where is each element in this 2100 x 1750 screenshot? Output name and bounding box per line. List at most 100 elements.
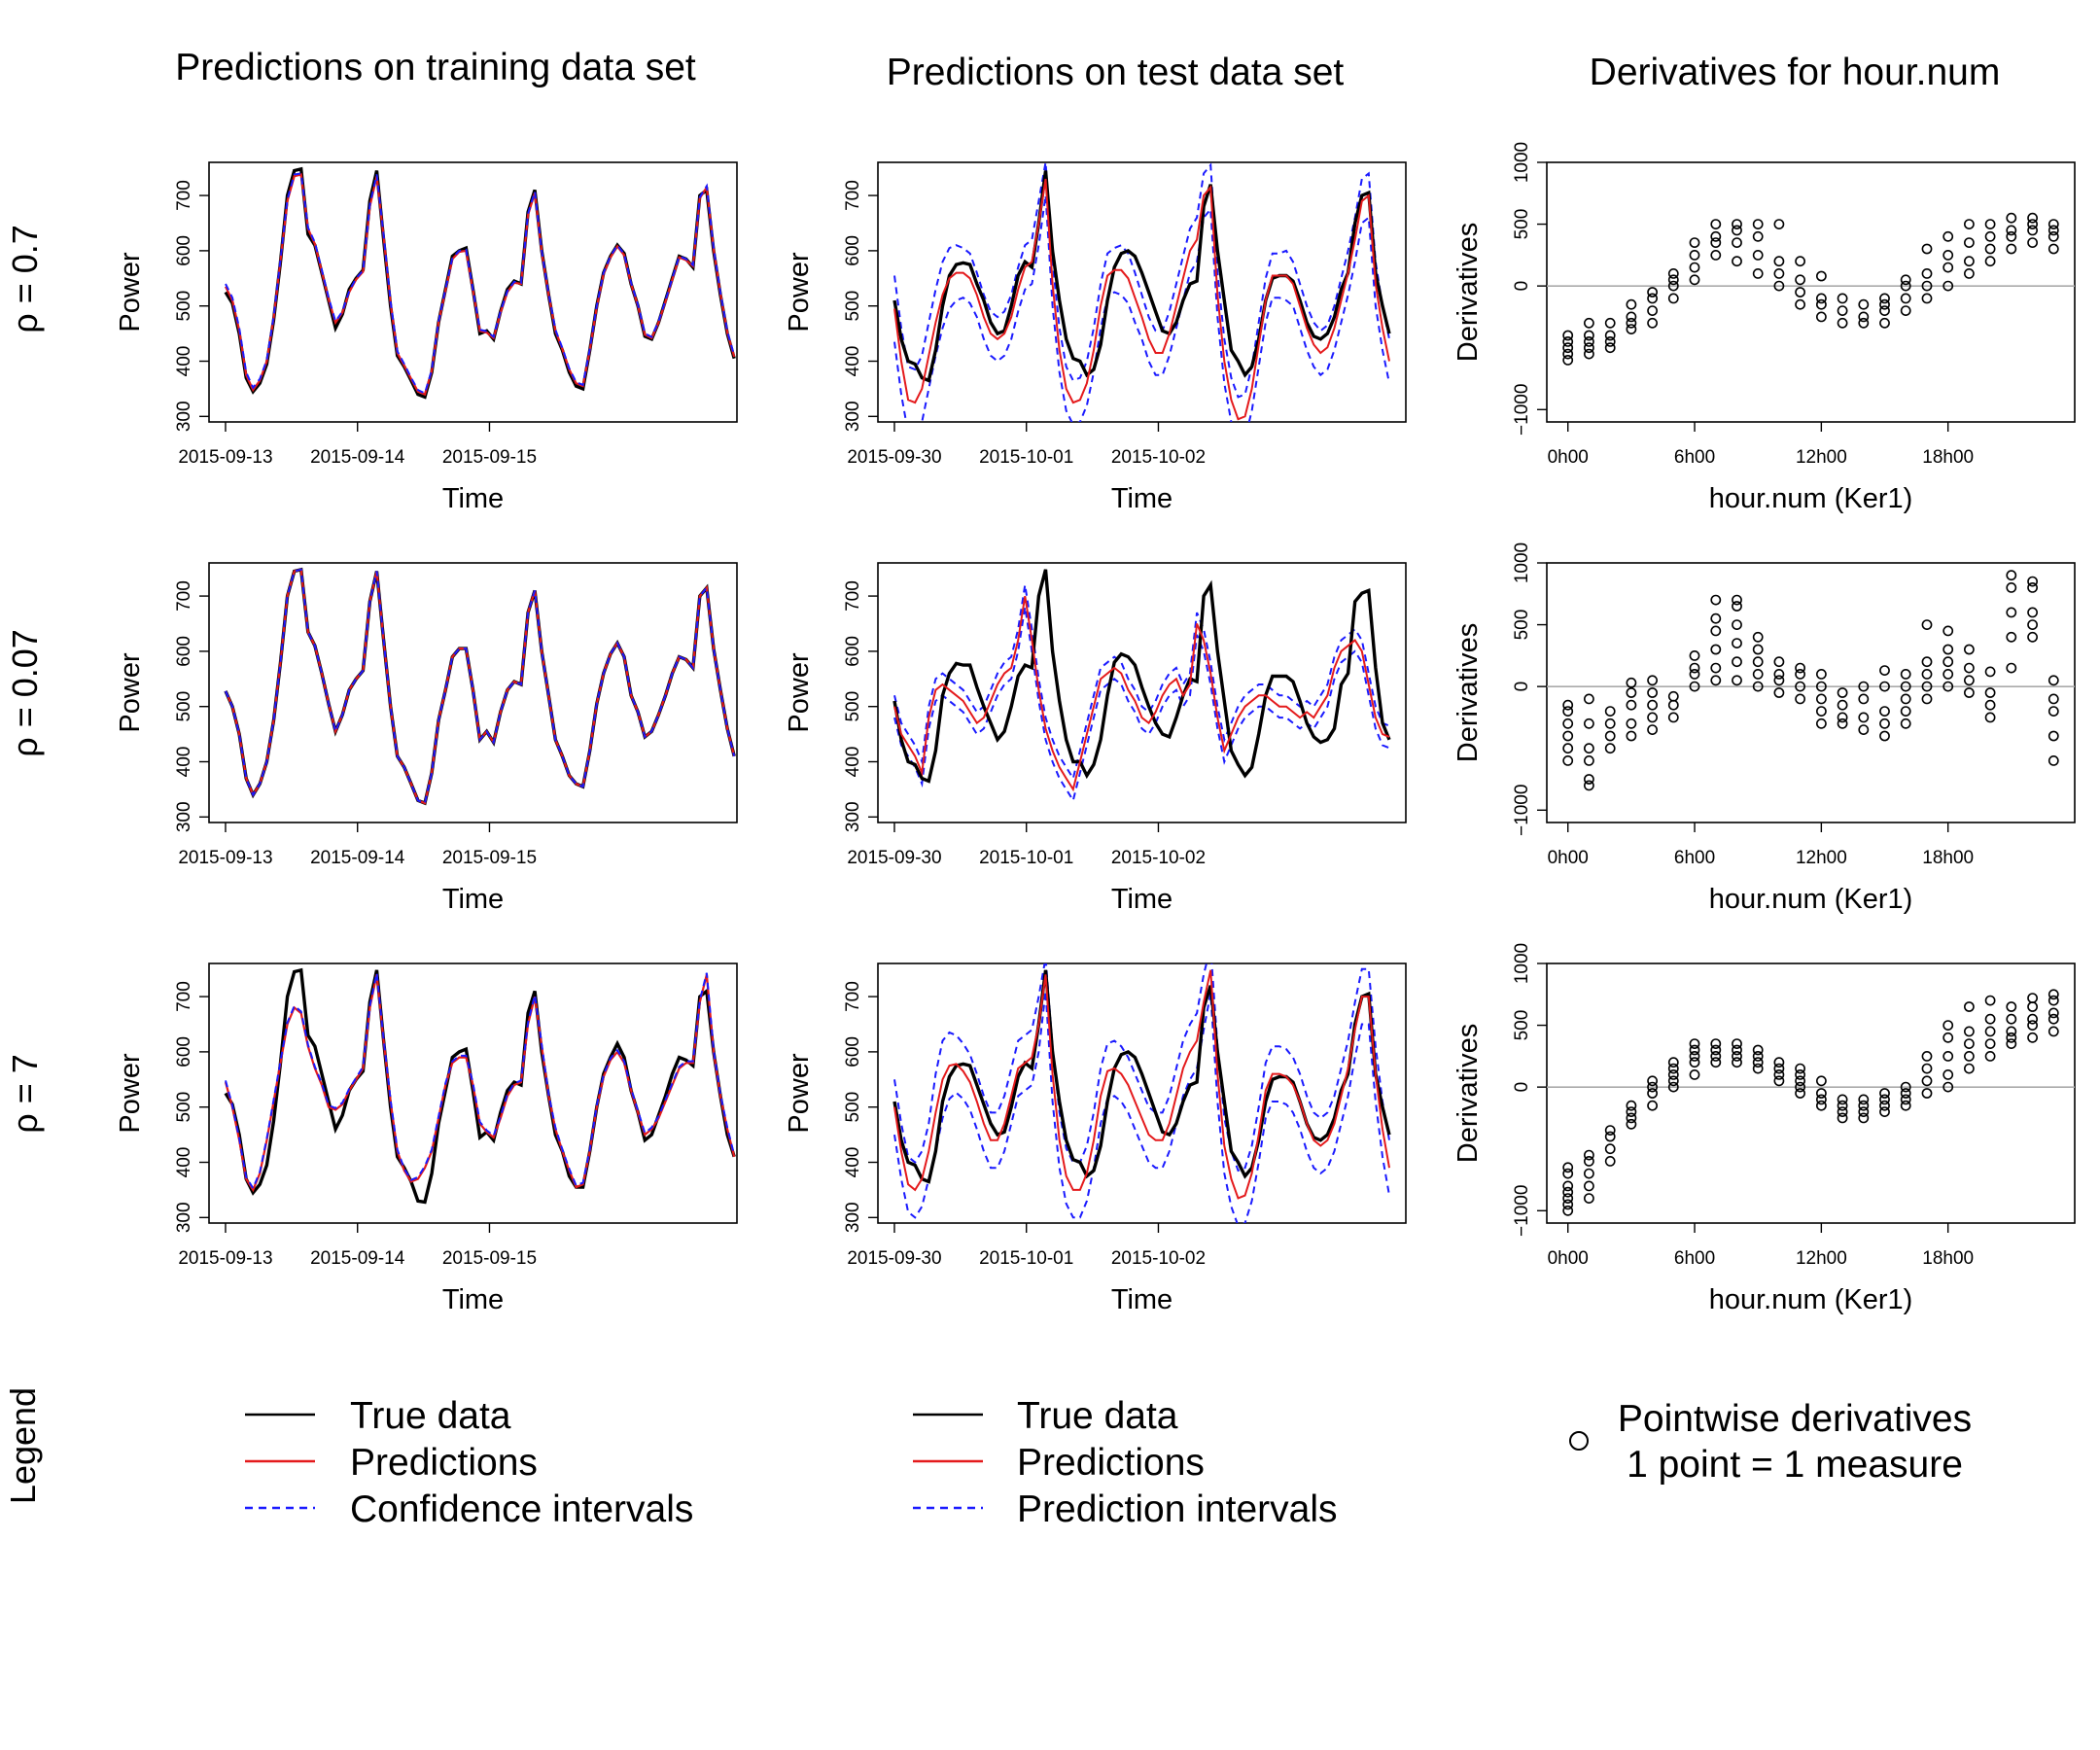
derivative-point xyxy=(1752,249,1764,261)
derivative-point xyxy=(2006,1032,2017,1043)
plot-area xyxy=(224,967,736,1205)
xaxis-label: Time xyxy=(1111,884,1172,915)
plot-area xyxy=(224,567,736,806)
ytick-label: 600 xyxy=(174,636,194,667)
derivative-point xyxy=(1626,677,1637,688)
derivative-point xyxy=(1879,305,1890,316)
derivative-point xyxy=(2006,570,2017,581)
series-interval-upper xyxy=(893,162,1390,399)
derivative-point xyxy=(1942,1032,1954,1043)
derivative-point xyxy=(1858,693,1870,705)
plot-frame xyxy=(208,562,738,823)
derivative-point xyxy=(1732,594,1742,606)
derivative-point xyxy=(1562,335,1574,347)
derivative-point xyxy=(1773,675,1785,686)
xtick-label: 2015-09-15 xyxy=(442,447,537,468)
series-predictions xyxy=(224,568,736,805)
derivative-point xyxy=(1964,1063,1975,1074)
derivative-point xyxy=(1710,230,1722,242)
legend-deriv-line2: 1 point = 1 measure xyxy=(1627,1444,1963,1486)
derivative-point xyxy=(1626,317,1637,329)
ytick-label: 500 xyxy=(174,691,194,722)
xtick-label: 2015-10-01 xyxy=(979,848,1073,868)
derivative-point xyxy=(1964,219,1975,229)
derivative-point xyxy=(1964,1026,1975,1037)
ytick-label: 600 xyxy=(843,1036,863,1068)
xtick-label: 2015-09-14 xyxy=(310,1248,405,1269)
derivative-point xyxy=(1689,274,1700,286)
derivative-point xyxy=(1604,743,1616,754)
xtick-label: 0h00 xyxy=(1548,1248,1589,1269)
xtick-label: 2015-10-01 xyxy=(979,1248,1073,1269)
derivative-point xyxy=(2027,237,2038,248)
derivative-point xyxy=(1964,1051,1975,1062)
derivative-point xyxy=(1816,669,1827,680)
xtick-label: 0h00 xyxy=(1548,447,1589,468)
derivative-point xyxy=(1562,342,1574,354)
derivative-point xyxy=(1964,237,1975,248)
derivative-point xyxy=(2048,1013,2059,1025)
derivative-point xyxy=(1626,718,1637,729)
derivative-point xyxy=(2048,1007,2059,1019)
derivative-point xyxy=(1942,1051,1954,1062)
derivative-point xyxy=(1816,706,1827,717)
xtick-label: 2015-09-13 xyxy=(178,447,272,468)
derivative-point xyxy=(2048,995,2059,1006)
derivative-point xyxy=(1710,662,1722,674)
ytick-label: 1000 xyxy=(1512,142,1532,183)
derivative-point xyxy=(1689,669,1700,680)
ytick-label: 700 xyxy=(174,180,194,211)
panel-deriv-row0: −1000 0 500 1000 0h00 6h00 12h00 18h00 hour.num … xyxy=(1452,142,2076,514)
derivative-point xyxy=(1942,669,1954,680)
derivative-point xyxy=(1689,1057,1700,1068)
derivative-point xyxy=(1562,743,1574,754)
derivative-point xyxy=(1795,1088,1805,1099)
ytick-label: −1000 xyxy=(1512,785,1532,836)
series-true-data xyxy=(224,967,736,1205)
ytick-label: 500 xyxy=(843,1092,863,1123)
derivative-point xyxy=(1984,666,1996,678)
derivative-point xyxy=(1773,1063,1785,1074)
panels: 300 400 500 600 700 2015-09-13 2015-09-14 2015-… xyxy=(115,142,2076,1315)
derivative-point xyxy=(1879,1088,1890,1099)
plot-area xyxy=(1547,989,2075,1216)
ytick-label: 300 xyxy=(843,401,863,432)
panel-test-row2: 300 400 500 600 700 2015-09-30 2015-10-01 2015-… xyxy=(784,962,1407,1315)
derivative-point xyxy=(1795,256,1805,267)
plot-area xyxy=(1547,212,2075,366)
legend-train: True data Predictions Confidence interva… xyxy=(245,1395,693,1530)
derivative-point xyxy=(2048,755,2059,766)
derivative-point xyxy=(1921,280,1933,292)
derivative-point xyxy=(1984,687,1996,698)
derivative-point xyxy=(1795,669,1805,680)
derivative-point xyxy=(1752,219,1764,229)
derivative-point xyxy=(1964,687,1975,698)
derivative-point xyxy=(1942,249,1954,261)
derivative-point xyxy=(1626,1100,1637,1111)
ytick-label: 600 xyxy=(843,636,863,667)
derivative-point xyxy=(1562,755,1574,766)
ytick-label: 400 xyxy=(174,1147,194,1178)
derivative-point xyxy=(1837,317,1848,329)
derivative-point xyxy=(1921,681,1933,692)
derivative-point xyxy=(1710,249,1722,261)
derivative-point xyxy=(1732,619,1742,630)
derivative-point xyxy=(1732,1038,1742,1049)
series-confidence-interval xyxy=(225,172,736,395)
derivative-point xyxy=(1816,311,1827,323)
derivative-point xyxy=(1816,1075,1827,1087)
ytick-label: 500 xyxy=(1512,209,1532,240)
derivative-point xyxy=(1710,219,1722,229)
series-true-data xyxy=(224,166,736,400)
derivative-point xyxy=(1647,687,1658,698)
derivative-point xyxy=(2006,212,2017,224)
derivative-point xyxy=(1626,730,1637,742)
derivative-point xyxy=(1752,1063,1764,1074)
plot-area xyxy=(1547,570,2075,791)
derivative-point xyxy=(1984,1026,1996,1037)
derivative-point xyxy=(1752,631,1764,643)
xtick-label: 2015-09-13 xyxy=(178,1248,272,1269)
derivative-point xyxy=(1584,348,1594,360)
derivative-point xyxy=(1732,1057,1742,1068)
derivative-point xyxy=(1816,1094,1827,1105)
